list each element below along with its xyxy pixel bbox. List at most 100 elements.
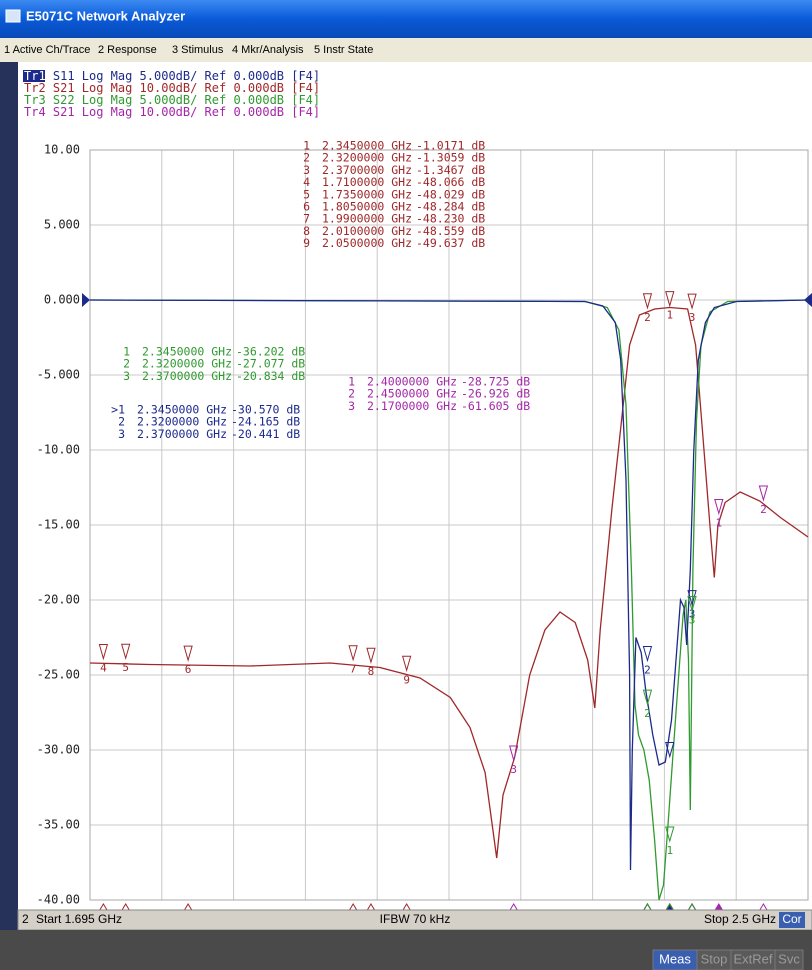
- marker-frequency: 2.3450000 GHz: [137, 403, 227, 417]
- softkey[interactable]: [774, 949, 804, 970]
- y-tick-label: -10.00: [37, 443, 80, 457]
- marker-triangle: [642, 645, 653, 663]
- marker-frequency: 2.3200000 GHz: [322, 151, 412, 165]
- trace-ref: Ref 0.000dB: [205, 93, 284, 107]
- marker-label: 1: [666, 309, 673, 322]
- marker-number: >1: [111, 403, 125, 417]
- menu-item[interactable]: 3 Stimulus: [172, 44, 224, 56]
- marker-number: 1: [303, 139, 310, 153]
- marker-number: 2: [348, 387, 355, 401]
- marker-triangle: [509, 745, 519, 762]
- menu: 1 Active Ch/Trace 2 Response 3 Stimulus 4 M…: [4, 44, 373, 56]
- marker-number: 3: [303, 163, 310, 177]
- cor: Cor: [782, 912, 801, 926]
- trace-line: [89, 299, 809, 871]
- marker-label: 4: [100, 661, 107, 674]
- y-tick-label: 10.00: [44, 143, 80, 157]
- marker-frequency: 1.8050000 GHz: [322, 200, 412, 214]
- marker-frequency: 2.4000000 GHz: [367, 375, 457, 389]
- marker-label: 3: [689, 614, 696, 627]
- ref-pointer-left: [82, 293, 90, 307]
- marker-value: -26.926 dB: [461, 387, 530, 401]
- marker-number: 9: [303, 236, 310, 250]
- marker-label: 2: [760, 503, 767, 516]
- marker-number: 6: [303, 200, 310, 214]
- marker-frequency: 2.3700000 GHz: [142, 369, 232, 383]
- marker-label: 2: [644, 707, 651, 720]
- y-tick-label: -15.00: [37, 518, 80, 532]
- menu-item[interactable]: 2 Response: [98, 44, 157, 56]
- marker-triangle: [183, 645, 193, 662]
- marker-value: -28.725 dB: [461, 375, 530, 389]
- start: Start 1.695 GHz: [36, 912, 122, 926]
- marker-triangle: [687, 293, 697, 310]
- marker-value: -1.3059 dB: [416, 151, 485, 165]
- softkey-label[interactable]: ExtRef: [733, 951, 772, 966]
- trace-name: Tr3: [24, 93, 46, 107]
- menu-item[interactable]: 1 Active Ch/Trace: [4, 44, 90, 56]
- menu-item[interactable]: 5 Instr State: [314, 44, 373, 56]
- y-tick-label: -30.00: [37, 743, 80, 757]
- trace-line: [89, 306, 809, 859]
- title-bar: [0, 0, 812, 38]
- cor-box: [779, 912, 805, 928]
- marker-value: -20.441 dB: [231, 427, 300, 441]
- plot-frame: [89, 149, 809, 901]
- softkey-label[interactable]: Meas: [659, 951, 691, 966]
- marker-number: 3: [118, 427, 125, 441]
- trace-ref: Ref 0.000dB: [205, 81, 284, 95]
- marker-value: -48.230 dB: [416, 212, 485, 226]
- marker-triangle: [665, 826, 675, 843]
- marker-value: -49.637 dB: [416, 236, 485, 250]
- trace-name: Tr1: [24, 69, 46, 83]
- menu-item[interactable]: 4 Mkr/Analysis: [232, 44, 304, 56]
- marker-label: 3: [689, 311, 696, 324]
- plot: Tr1 S11 Log Mag 5.000dB/Ref 0.000dB [F4] Tr2 S…: [23, 69, 812, 915]
- menu-bar: [0, 38, 812, 62]
- trace-header: Tr2 S21 Log Mag 10.00dB/Ref 0.000dB [F4]: [24, 81, 320, 95]
- marker-frequency: 2.0100000 GHz: [322, 224, 412, 238]
- marker-triangle: [642, 293, 653, 310]
- trace-scale: 10.00dB/: [140, 105, 198, 119]
- marker-value: -20.834 dB: [236, 369, 305, 383]
- marker-value: -48.029 dB: [416, 187, 485, 201]
- marker-label: 1: [715, 516, 722, 529]
- marker-frequency: 2.3200000 GHz: [137, 415, 227, 429]
- marker-triangle: [642, 689, 653, 706]
- softkey-label[interactable]: Svc: [778, 951, 800, 966]
- marker-triangle: [687, 590, 697, 607]
- trace-tag: [F4]: [291, 93, 320, 107]
- marker-number: 2: [303, 151, 310, 165]
- y-tick-label: -25.00: [37, 668, 80, 682]
- marker-value: -48.066 dB: [416, 175, 485, 189]
- trace-scale: 5.000dB/: [140, 93, 198, 107]
- trace-scale: 5.000dB/: [140, 69, 198, 83]
- marker-frequency: 2.3200000 GHz: [142, 357, 232, 371]
- marker-frequency: 2.4500000 GHz: [367, 387, 457, 401]
- trace-tag: [F4]: [291, 81, 320, 95]
- marker-value: -24.165 dB: [231, 415, 300, 429]
- marker-number: 8: [303, 224, 310, 238]
- trace-scale: 10.00dB/: [140, 81, 198, 95]
- marker-number: 1: [348, 375, 355, 389]
- trace-name: Tr2: [24, 81, 46, 95]
- active-trace-highlight: [23, 70, 45, 82]
- marker-frequency: 1.7350000 GHz: [322, 187, 412, 201]
- marker-triangle: [758, 485, 769, 502]
- trace-name: Tr4: [24, 105, 46, 119]
- marker-frequency: 2.0500000 GHz: [322, 236, 412, 250]
- marker-frequency: 1.9900000 GHz: [322, 212, 412, 226]
- marker-value: -48.284 dB: [416, 200, 485, 214]
- marker-label: 2: [644, 663, 651, 676]
- trace-format: Log Mag: [82, 105, 133, 119]
- marker-label: 5: [122, 661, 129, 674]
- trace-format: Log Mag: [82, 93, 133, 107]
- softkey-label[interactable]: Stop: [701, 951, 728, 966]
- y-tick-label: -35.00: [37, 818, 80, 832]
- marker-number: 2: [123, 357, 130, 371]
- ifbw: IFBW 70 kHz: [380, 912, 451, 926]
- left-strip: [0, 62, 18, 930]
- trace-format: Log Mag: [82, 69, 133, 83]
- marker-value: -48.559 dB: [416, 224, 485, 238]
